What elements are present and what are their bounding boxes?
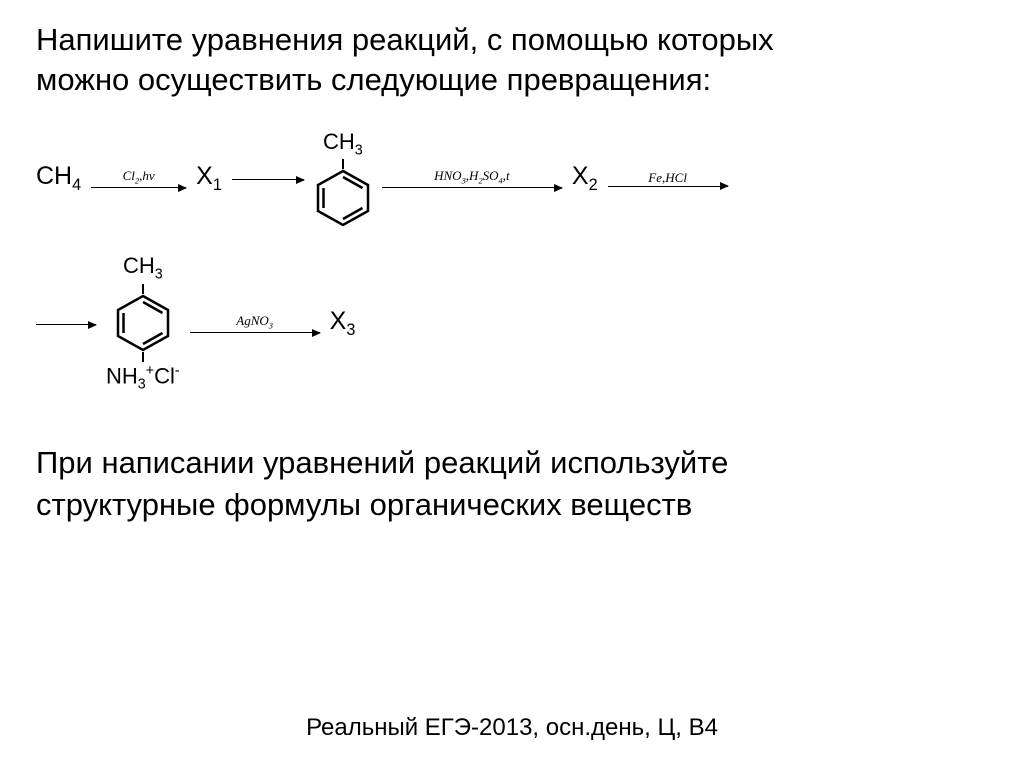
- instruction: При написании уравнений реакций использу…: [36, 442, 988, 526]
- toluene-ring: [314, 169, 372, 227]
- arrow-4: Fe,HCl: [608, 171, 728, 187]
- arrow-2: [232, 177, 304, 180]
- arrow-3-line: [382, 187, 562, 188]
- arrow-1-line: [91, 187, 186, 188]
- species-x1: X1: [196, 164, 222, 193]
- arrow-2-line: [232, 179, 304, 180]
- arrow-3-label: HNO3,H2SO4,t: [434, 169, 510, 187]
- arrow-6: AgNO3: [190, 314, 320, 333]
- arrow-4-line: [608, 186, 728, 187]
- ch4-formula: CH4: [36, 164, 81, 193]
- para-ring: [114, 294, 172, 352]
- heading: Напишите уравнения реакций, с помощью ко…: [36, 20, 988, 101]
- instruction-line-2: структурные формулы органических веществ: [36, 487, 692, 522]
- arrow-5: [36, 322, 96, 325]
- scheme-row-2: CH3 NH3+Cl- AgNO3 X3: [36, 255, 988, 392]
- species-x2: X2: [572, 164, 598, 193]
- arrow-1-label: Cl2,hν: [123, 169, 155, 187]
- arrow-6-line: [190, 332, 320, 333]
- x3-formula: X3: [330, 309, 356, 338]
- heading-line-1: Напишите уравнения реакций, с помощью ко…: [36, 22, 774, 57]
- toluene-ch3-label: CH3: [323, 131, 363, 158]
- arrow-1: Cl2,hν: [91, 169, 186, 188]
- scheme-row-1: CH4 Cl2,hν X1 CH3: [36, 131, 988, 228]
- para-bond-bottom: [142, 352, 144, 362]
- para-ch3-label: CH3: [123, 255, 163, 282]
- heading-line-2: можно осуществить следующие превращения:: [36, 62, 711, 97]
- para-bond-top: [142, 284, 144, 294]
- species-p-toluidinium: CH3 NH3+Cl-: [106, 255, 180, 392]
- footer: Реальный ЕГЭ-2013, осн.день, Ц, В4: [0, 714, 1024, 742]
- arrow-6-label: AgNO3: [236, 314, 273, 332]
- para-nh3cl-label: NH3+Cl-: [106, 364, 180, 392]
- species-x3: X3: [330, 309, 356, 338]
- arrow-3: HNO3,H2SO4,t: [382, 169, 562, 188]
- x1-formula: X1: [196, 164, 222, 193]
- instruction-line-1: При написании уравнений реакций использу…: [36, 445, 728, 480]
- species-ch4: CH4: [36, 164, 81, 193]
- x2-formula: X2: [572, 164, 598, 193]
- reaction-scheme: CH4 Cl2,hν X1 CH3: [36, 131, 988, 392]
- toluene-bond-top: [342, 159, 344, 169]
- species-toluene: CH3: [314, 131, 372, 228]
- arrow-4-label: Fe,HCl: [648, 171, 687, 186]
- arrow-5-line: [36, 324, 96, 325]
